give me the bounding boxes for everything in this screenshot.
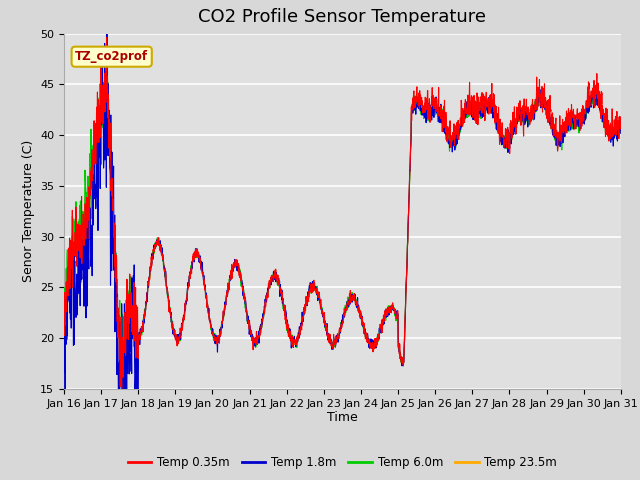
Temp 0.35m — [88, 159, 96, 165]
Line: Temp 6.0m: Temp 6.0m — [64, 22, 621, 385]
Temp 1.8m — [601, 123, 609, 129]
Temp 6.0m — [116, 383, 124, 388]
Temp 0.35m — [60, 311, 68, 316]
Temp 1.8m — [88, 236, 96, 241]
Y-axis label: Senor Temperature (C): Senor Temperature (C) — [22, 140, 35, 282]
Temp 23.5m — [316, 300, 324, 305]
Temp 1.8m — [499, 141, 507, 146]
Temp 0.35m — [103, 35, 111, 40]
Temp 23.5m — [88, 168, 96, 174]
Temp 1.8m — [118, 474, 126, 480]
Temp 1.8m — [332, 340, 339, 346]
Line: Temp 0.35m: Temp 0.35m — [64, 37, 621, 389]
Temp 0.35m — [332, 344, 339, 350]
Temp 6.0m — [332, 340, 339, 346]
Temp 6.0m — [60, 310, 68, 316]
Temp 23.5m — [601, 118, 609, 124]
Temp 23.5m — [602, 123, 609, 129]
X-axis label: Time: Time — [327, 411, 358, 424]
Temp 23.5m — [617, 130, 625, 135]
Temp 0.35m — [602, 113, 609, 119]
Temp 23.5m — [331, 340, 339, 346]
Temp 6.0m — [317, 300, 324, 306]
Temp 1.8m — [103, 30, 111, 36]
Temp 0.35m — [601, 117, 609, 122]
Temp 6.0m — [103, 19, 111, 24]
Temp 6.0m — [602, 125, 609, 131]
Temp 0.35m — [499, 134, 507, 140]
Title: CO2 Profile Sensor Temperature: CO2 Profile Sensor Temperature — [198, 9, 486, 26]
Line: Temp 1.8m: Temp 1.8m — [64, 33, 621, 477]
Temp 23.5m — [499, 140, 507, 145]
Temp 6.0m — [499, 139, 507, 145]
Temp 1.8m — [317, 306, 324, 312]
Temp 0.35m — [317, 303, 324, 309]
Temp 23.5m — [60, 309, 68, 315]
Temp 0.35m — [118, 386, 125, 392]
Temp 6.0m — [617, 128, 625, 134]
Temp 1.8m — [60, 370, 68, 375]
Temp 6.0m — [601, 113, 609, 119]
Temp 0.35m — [617, 120, 625, 126]
Temp 23.5m — [399, 363, 407, 369]
Legend: Temp 0.35m, Temp 1.8m, Temp 6.0m, Temp 23.5m: Temp 0.35m, Temp 1.8m, Temp 6.0m, Temp 2… — [123, 452, 562, 474]
Temp 1.8m — [602, 122, 609, 128]
Line: Temp 23.5m: Temp 23.5m — [64, 84, 621, 366]
Temp 23.5m — [103, 81, 111, 87]
Text: TZ_co2prof: TZ_co2prof — [75, 50, 148, 63]
Temp 6.0m — [88, 184, 96, 190]
Temp 1.8m — [617, 131, 625, 136]
